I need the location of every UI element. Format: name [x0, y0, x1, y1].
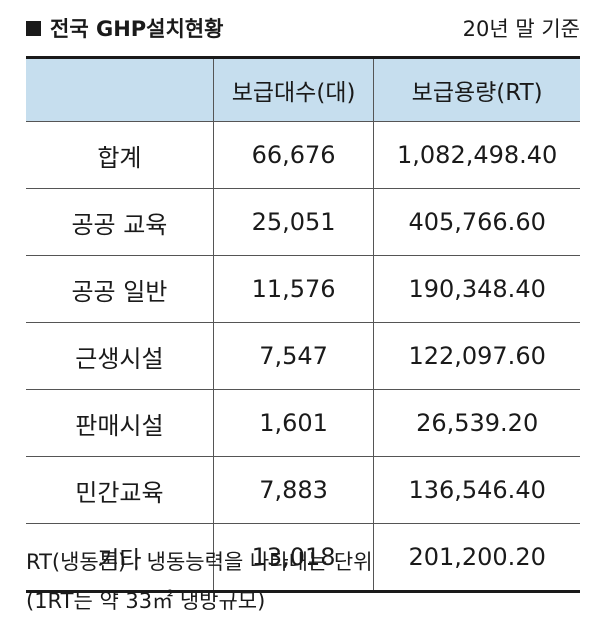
row-category: 공공 일반 — [26, 255, 214, 323]
ghp-installation-table: 보급대수(대) 보급용량(RT) 합계 66,676 1,082,498.40 … — [26, 56, 580, 593]
title-row: 전국 GHP설치현황 20년 말 기준 — [26, 8, 580, 48]
row-capacity: 190,348.40 — [373, 255, 580, 323]
footnote-line-2: (1RT는 약 33㎡ 냉방규모) — [26, 589, 266, 613]
row-capacity: 136,546.40 — [373, 456, 580, 524]
row-units: 25,051 — [212, 188, 375, 256]
table-row: 판매시설 1,601 26,539.20 — [26, 389, 580, 457]
header-units: 보급대수(대) — [212, 56, 375, 122]
date-note: 20년 말 기준 — [462, 17, 580, 41]
row-units: 13,018 — [212, 523, 375, 593]
row-capacity: 26,539.20 — [373, 389, 580, 457]
row-capacity: 122,097.60 — [373, 322, 580, 390]
header-category — [26, 56, 214, 122]
row-units: 7,883 — [212, 456, 375, 524]
table-row: 합계 66,676 1,082,498.40 — [26, 121, 580, 189]
table-row: 공공 일반 11,576 190,348.40 — [26, 255, 580, 323]
footnote-line-1: RT(냉동톤) : 냉동능력을 나타내는 단위 — [26, 550, 373, 574]
row-category: 근생시설 — [26, 322, 214, 390]
row-units: 1,601 — [212, 389, 375, 457]
table-row: 근생시설 7,547 122,097.60 — [26, 322, 580, 390]
row-units: 11,576 — [212, 255, 375, 323]
row-capacity: 1,082,498.40 — [373, 121, 580, 189]
row-category: 기타 — [26, 523, 214, 593]
row-units: 7,547 — [212, 322, 375, 390]
title-text: 전국 GHP설치현황 — [50, 17, 224, 41]
row-category: 판매시설 — [26, 389, 214, 457]
table-row: 기타 13,018 201,200.20 — [26, 523, 580, 593]
row-capacity: 405,766.60 — [373, 188, 580, 256]
square-bullet-icon — [26, 20, 41, 36]
table-row: 공공 교육 25,051 405,766.60 — [26, 188, 580, 256]
row-category: 공공 교육 — [26, 188, 214, 256]
header-capacity: 보급용량(RT) — [373, 56, 580, 122]
row-units: 66,676 — [212, 121, 375, 189]
header-row: 보급대수(대) 보급용량(RT) — [26, 56, 580, 122]
table-row: 민간교육 7,883 136,546.40 — [26, 456, 580, 524]
table-title: 전국 GHP설치현황 — [26, 13, 223, 43]
row-category: 민간교육 — [26, 456, 214, 524]
row-category: 합계 — [26, 121, 214, 189]
row-capacity: 201,200.20 — [373, 523, 580, 593]
